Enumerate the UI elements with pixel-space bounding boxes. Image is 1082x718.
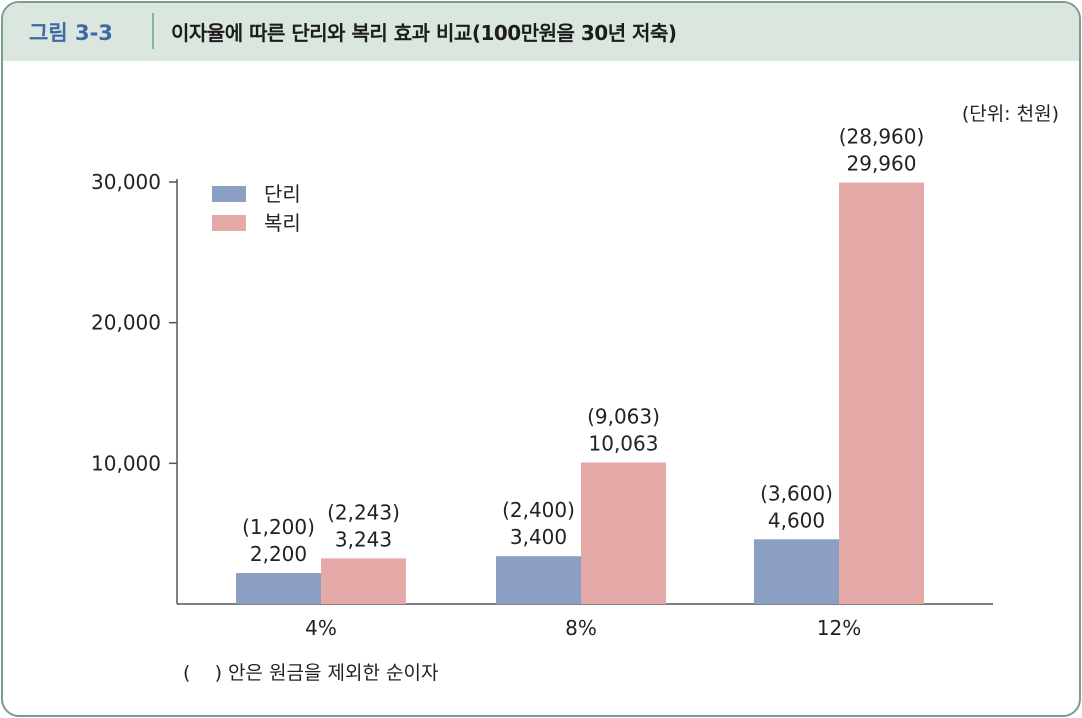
unit-label: (단위: 천원) (961, 103, 1059, 125)
y-tick-label: 10,000 (91, 451, 161, 475)
bar-interest-label: (9,063) (587, 404, 660, 428)
bar-simple (236, 573, 321, 604)
legend-label: 단리 (264, 182, 301, 206)
bar-value-label: 3,400 (510, 525, 567, 549)
bar-chart: 10,000 20,000 30,000 2,200 (1,200) 3,243 (2,24… (91, 125, 993, 640)
bar-value-label: 29,960 (847, 152, 917, 176)
bar-compound (581, 462, 666, 604)
figure-header: 그림 3-3 이자율에 따른 단리와 복리 효과 비교(100만원을 30년 저… (3, 3, 1079, 61)
x-tick-label: 4% (305, 616, 337, 640)
bar-compound (839, 182, 924, 604)
bar-interest-label: (1,200) (242, 515, 315, 539)
bar-value-label: 3,243 (335, 527, 392, 551)
bar-compound (321, 558, 406, 604)
bar-interest-label: (28,960) (839, 125, 925, 149)
header-divider (152, 13, 154, 49)
bar-interest-label: (3,600) (760, 481, 833, 505)
y-tick-label: 30,000 (91, 170, 161, 194)
bar-interest-label: (2,400) (502, 498, 575, 522)
bar-value-label: 4,600 (768, 508, 825, 532)
legend-swatch (212, 186, 246, 202)
legend-label: 복리 (264, 211, 301, 235)
bar-simple (754, 539, 839, 604)
figure-title: 이자율에 따른 단리와 복리 효과 비교(100만원을 30년 저축) (171, 21, 677, 45)
bar-value-label: 10,063 (589, 431, 659, 455)
bar-simple (496, 556, 581, 604)
x-tick-label: 12% (817, 616, 861, 640)
figure-label: 그림 3-3 (29, 21, 113, 45)
bar-interest-label: (2,243) (327, 500, 400, 524)
footnote: ( ) 안은 원금을 제외한 순이자 (183, 662, 439, 684)
legend-swatch (212, 215, 246, 231)
y-tick-label: 20,000 (91, 311, 161, 335)
bar-value-label: 2,200 (250, 542, 307, 566)
x-tick-label: 8% (565, 616, 597, 640)
